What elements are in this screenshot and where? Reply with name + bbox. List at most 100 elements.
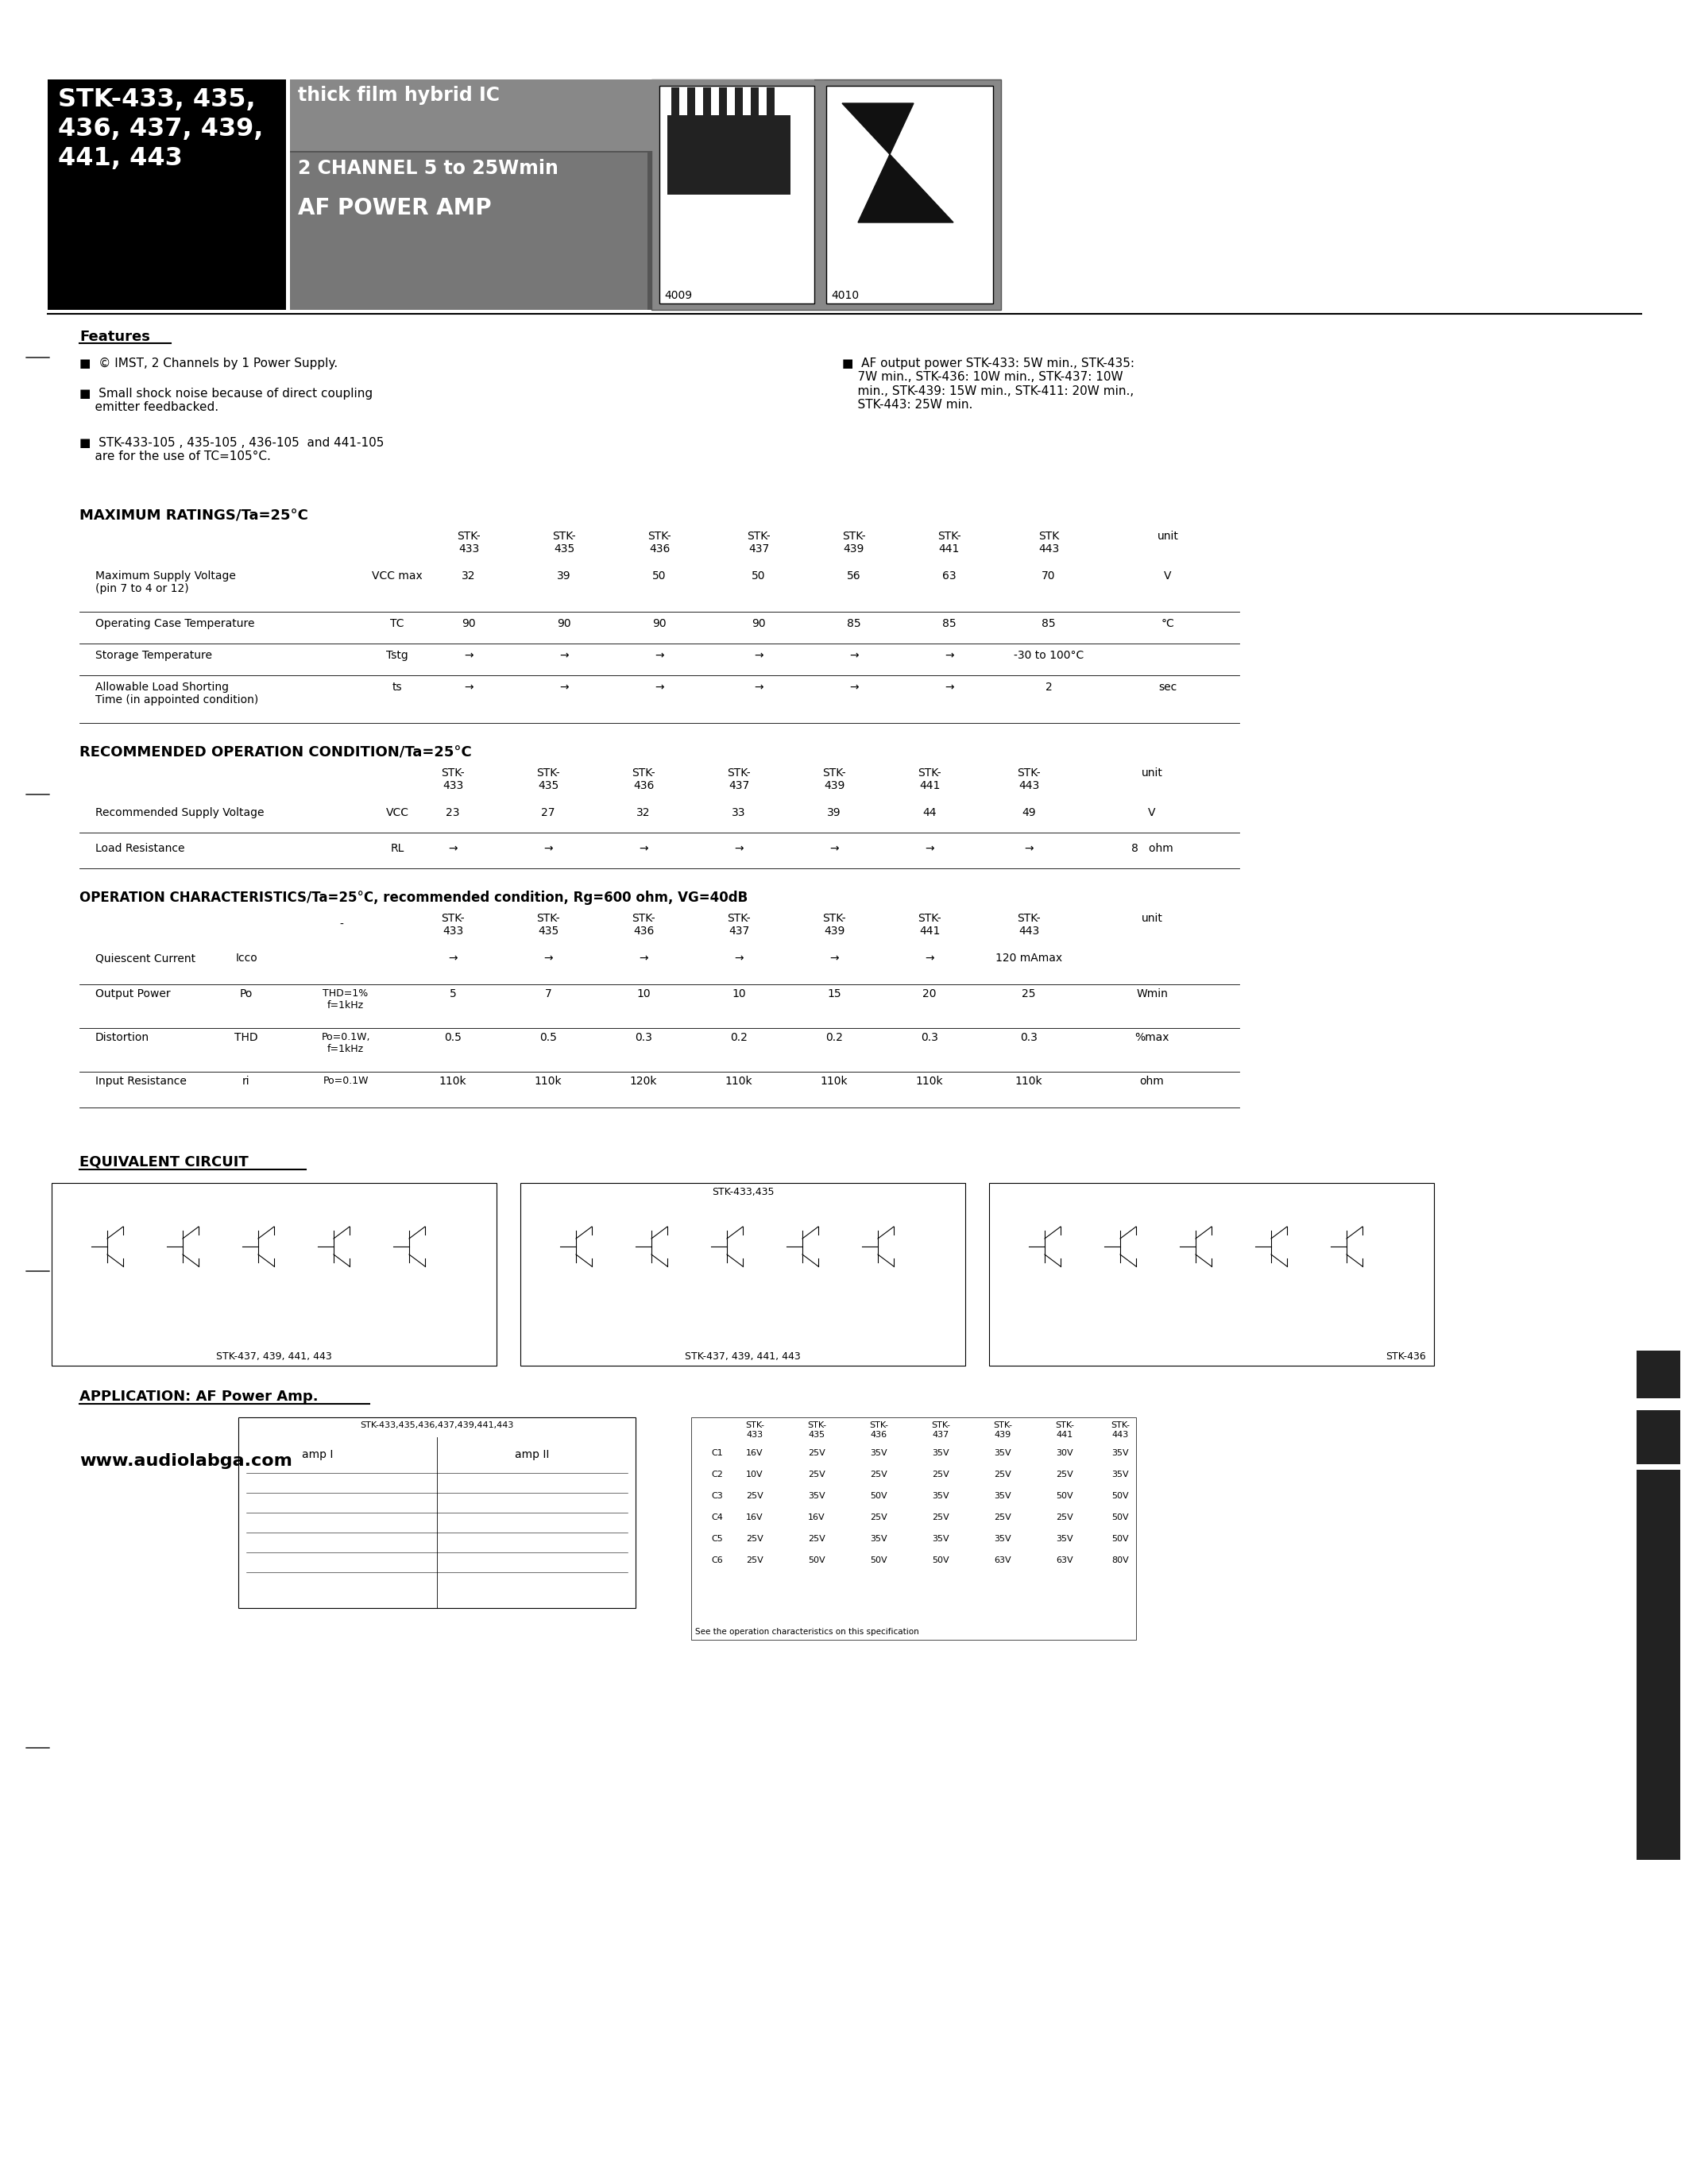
Text: →: → — [464, 651, 473, 662]
Text: 110k: 110k — [534, 1077, 562, 1088]
Bar — [767, 87, 775, 116]
Text: 85: 85 — [1042, 618, 1056, 629]
Text: ts: ts — [392, 681, 402, 692]
Text: →: → — [735, 843, 743, 854]
Text: 5: 5 — [449, 989, 456, 1000]
Bar — [671, 87, 679, 116]
Text: 120 mAmax: 120 mAmax — [995, 952, 1062, 963]
Text: Operating Case Temperature: Operating Case Temperature — [95, 618, 255, 629]
Text: STK-
433: STK- 433 — [745, 1422, 763, 1439]
Text: 90: 90 — [461, 618, 476, 629]
Text: VCC max: VCC max — [372, 570, 422, 581]
Text: STK-
433: STK- 433 — [441, 767, 464, 791]
Text: STK-433,435: STK-433,435 — [711, 1186, 774, 1197]
Text: 35V: 35V — [932, 1492, 949, 1500]
Text: STK-
435: STK- 435 — [537, 913, 561, 937]
Text: →: → — [735, 952, 743, 963]
Text: 10V: 10V — [747, 1470, 763, 1479]
Text: 90: 90 — [752, 618, 765, 629]
Text: 110k: 110k — [725, 1077, 753, 1088]
Text: →: → — [544, 952, 552, 963]
Bar — [1637, 1350, 1681, 1398]
Text: 25V: 25V — [932, 1470, 949, 1479]
Text: STK-
436: STK- 436 — [632, 913, 655, 937]
Text: →: → — [753, 681, 763, 692]
Text: 35V: 35V — [1056, 1535, 1073, 1542]
Bar — [1637, 1590, 1681, 1662]
Text: EQUIVALENT CIRCUIT: EQUIVALENT CIRCUIT — [79, 1155, 248, 1168]
Text: →: → — [559, 681, 569, 692]
Text: C4: C4 — [711, 1514, 723, 1522]
Text: STK-
441: STK- 441 — [917, 913, 941, 937]
Text: 49: 49 — [1022, 808, 1035, 819]
Text: 35V: 35V — [1111, 1450, 1128, 1457]
Text: →: → — [448, 952, 458, 963]
Text: Load Resistance: Load Resistance — [95, 843, 184, 854]
Text: Wmin: Wmin — [1137, 989, 1167, 1000]
Text: 20: 20 — [922, 989, 936, 1000]
Text: V: V — [1149, 808, 1155, 819]
Text: unit: unit — [1157, 531, 1179, 542]
Text: Allowable Load Shorting
Time (in appointed condition): Allowable Load Shorting Time (in appoint… — [95, 681, 258, 705]
Text: 44: 44 — [922, 808, 936, 819]
Text: 110k: 110k — [1015, 1077, 1042, 1088]
Text: amp II: amp II — [515, 1450, 549, 1461]
Text: 25V: 25V — [870, 1514, 887, 1522]
Text: STK-
441: STK- 441 — [937, 531, 961, 555]
Text: →: → — [944, 651, 954, 662]
Text: APPLICATION: AF Power Amp.: APPLICATION: AF Power Amp. — [79, 1389, 318, 1404]
Text: ri: ri — [243, 1077, 250, 1088]
Bar — [703, 87, 711, 116]
Text: →: → — [559, 651, 569, 662]
Text: THD: THD — [235, 1033, 258, 1044]
Bar — [1637, 1411, 1681, 1463]
Text: STK-
443: STK- 443 — [1017, 913, 1040, 937]
Text: 25V: 25V — [932, 1514, 949, 1522]
Text: Po=0.1W,
f=1kHz: Po=0.1W, f=1kHz — [321, 1033, 370, 1055]
Text: 110k: 110k — [821, 1077, 848, 1088]
Bar — [691, 1417, 1137, 1640]
Bar — [520, 1184, 964, 1365]
Text: 0.2: 0.2 — [826, 1033, 843, 1044]
Text: -30 to 100°C: -30 to 100°C — [1013, 651, 1084, 662]
Text: STK-
441: STK- 441 — [917, 767, 941, 791]
Text: →: → — [753, 651, 763, 662]
Text: STK-
436: STK- 436 — [870, 1422, 888, 1439]
Text: -: - — [339, 919, 343, 930]
Text: MAXIMUM RATINGS/Ta=25°C: MAXIMUM RATINGS/Ta=25°C — [79, 509, 307, 522]
Text: 35V: 35V — [870, 1450, 887, 1457]
Text: ■  © IMST, 2 Channels by 1 Power Supply.: ■ © IMST, 2 Channels by 1 Power Supply. — [79, 358, 338, 369]
Text: →: → — [926, 843, 934, 854]
Text: C5: C5 — [711, 1535, 723, 1542]
Text: 35V: 35V — [995, 1492, 1012, 1500]
Text: AF POWER AMP: AF POWER AMP — [297, 197, 491, 218]
Bar — [291, 79, 814, 310]
Text: 10: 10 — [637, 989, 650, 1000]
Text: 25V: 25V — [747, 1492, 763, 1500]
Polygon shape — [843, 103, 953, 223]
Bar — [667, 116, 790, 194]
Text: 85: 85 — [846, 618, 861, 629]
Text: 25V: 25V — [747, 1557, 763, 1564]
Text: 110k: 110k — [439, 1077, 466, 1088]
Text: 25: 25 — [1022, 989, 1035, 1000]
Text: →: → — [1024, 843, 1034, 854]
Text: Tstg: Tstg — [387, 651, 409, 662]
Text: 50V: 50V — [932, 1557, 949, 1564]
Text: STK-
437: STK- 437 — [931, 1422, 951, 1439]
Bar — [238, 1417, 635, 1607]
Text: 16V: 16V — [807, 1514, 826, 1522]
Text: STK-
437: STK- 437 — [747, 531, 770, 555]
Text: 0.3: 0.3 — [1020, 1033, 1037, 1044]
Text: unit: unit — [1142, 913, 1162, 924]
Text: 23: 23 — [446, 808, 459, 819]
Text: STK-
435: STK- 435 — [552, 531, 576, 555]
Text: OPERATION CHARACTERISTICS/Ta=25°C, recommended condition, Rg=600 ohm, VG=40dB: OPERATION CHARACTERISTICS/Ta=25°C, recom… — [79, 891, 748, 904]
Text: 30V: 30V — [1056, 1450, 1073, 1457]
Text: 7: 7 — [544, 989, 552, 1000]
Text: STK
443: STK 443 — [1039, 531, 1059, 555]
Text: sec: sec — [1159, 681, 1177, 692]
Text: ohm: ohm — [1140, 1077, 1164, 1088]
Text: Features: Features — [79, 330, 150, 345]
Text: 90: 90 — [652, 618, 667, 629]
